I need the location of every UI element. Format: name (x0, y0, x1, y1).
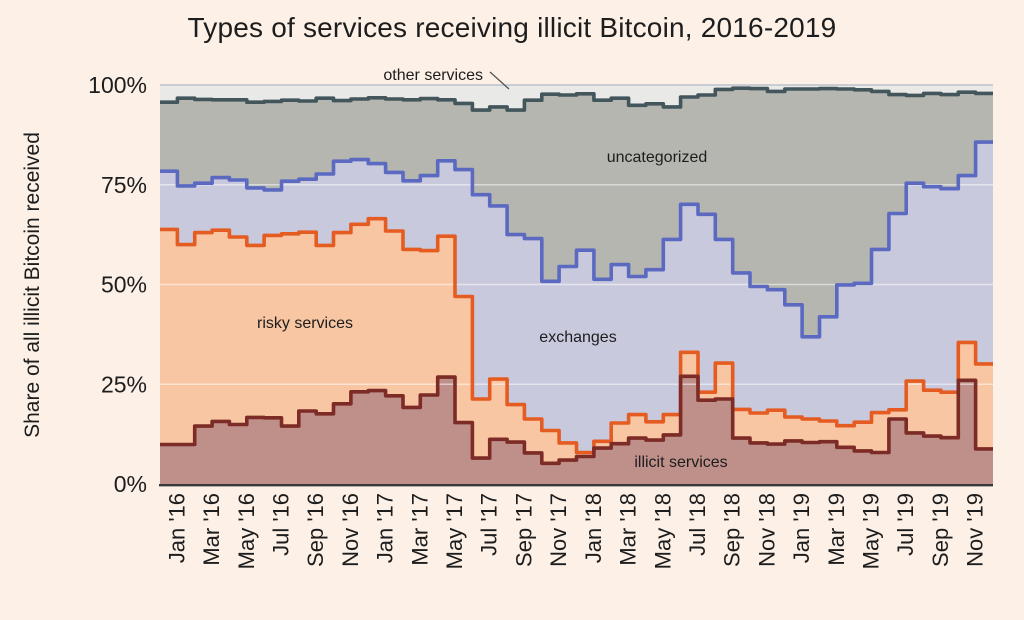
y-tick-label: 0% (114, 471, 147, 497)
x-tick-label: May '16 (234, 493, 259, 569)
x-tick-label: Sep '17 (511, 493, 536, 567)
boundary-line-illicit-services (160, 374, 993, 466)
x-tick-label: Nov '19 (963, 493, 988, 567)
x-tick-label: May '19 (859, 493, 884, 569)
x-tick-label: Mar '16 (199, 493, 224, 566)
x-tick-label: Mar '19 (824, 493, 849, 566)
x-tick-label: Jul '19 (893, 493, 918, 556)
x-tick-label: Sep '16 (303, 493, 328, 567)
y-tick-label: 100% (88, 72, 147, 98)
x-tick-label: May '17 (442, 493, 467, 569)
x-tick-label: Jan '17 (373, 493, 398, 563)
annotation-risky_services: risky services (257, 315, 353, 332)
x-tick-label: Jan '19 (789, 493, 814, 563)
x-tick-label: May '18 (650, 493, 675, 569)
x-tick-label: Jan '16 (164, 493, 189, 563)
x-tick-label: Jul '17 (477, 493, 502, 556)
y-tick-label: 50% (101, 272, 147, 298)
annotation-illicit_services: illicit services (634, 454, 727, 471)
y-tick-label: 25% (101, 371, 147, 397)
x-tick-label: Jan '18 (581, 493, 606, 563)
chart-title: Types of services receiving illicit Bitc… (187, 12, 837, 43)
annotation-other_services: other services (383, 67, 483, 84)
x-tick-label: Mar '17 (407, 493, 432, 566)
x-tick-label: Mar '18 (616, 493, 641, 566)
x-tick-label: Sep '18 (720, 493, 745, 567)
annotation-uncategorized: uncategorized (607, 149, 708, 166)
other-services-callout-line (489, 71, 510, 90)
boundary-line-risky-services (160, 216, 993, 455)
x-tick-label: Jul '18 (685, 493, 710, 556)
y-tick-label: 75% (101, 172, 147, 198)
boundary-line-exchanges (160, 140, 993, 339)
annotation-exchanges: exchanges (539, 329, 616, 346)
x-tick-label: Sep '19 (928, 493, 953, 567)
boundary-line-uncategorized (160, 86, 993, 112)
x-tick-label: Jul '16 (269, 493, 294, 556)
x-tick-label: Nov '17 (546, 493, 571, 567)
x-tick-label: Nov '18 (754, 493, 779, 567)
band-illicit-services (160, 376, 993, 484)
x-tick-label: Nov '16 (338, 493, 363, 567)
